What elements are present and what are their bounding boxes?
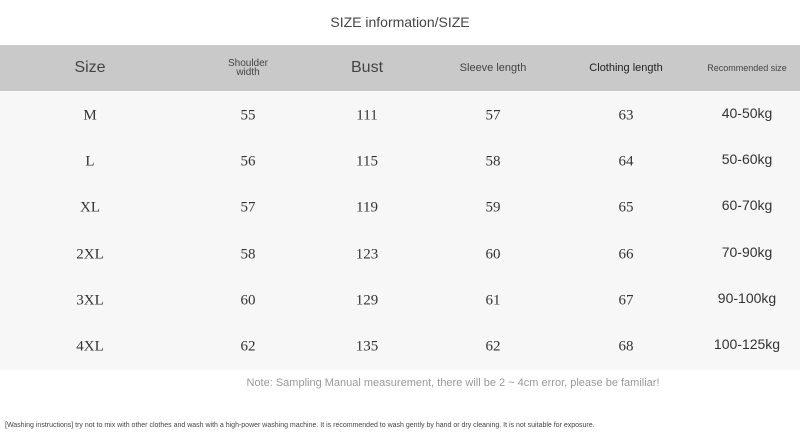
table-cell: 115 xyxy=(356,153,378,170)
table-header: Size Shoulder width Bust Sleeve length Cloth… xyxy=(0,45,800,91)
table-cell: 119 xyxy=(356,199,378,216)
table-cell: 68 xyxy=(618,338,634,355)
table-cell: 123 xyxy=(355,246,379,263)
table-cell: 70-90kg xyxy=(721,243,773,260)
table-cell: 40-50kg xyxy=(721,105,773,121)
header-cell: Size xyxy=(74,59,106,76)
table-cell: 50-60kg xyxy=(721,151,773,168)
table-cell: 61 xyxy=(485,292,501,309)
table-cell: 60 xyxy=(240,292,256,309)
washing-instructions: [Washing instructions] try not to mix wi… xyxy=(5,422,595,429)
table-cell: 3XL xyxy=(76,292,104,309)
table-cell: 55 xyxy=(240,107,256,124)
table-cell: 63 xyxy=(618,107,634,124)
table-cell: 129 xyxy=(355,292,379,309)
table-cell: 57 xyxy=(485,107,501,124)
table-cell: 58 xyxy=(485,153,501,170)
table-cell: L xyxy=(85,153,95,170)
table-cell: M xyxy=(83,107,97,124)
table-cell: 59 xyxy=(485,199,501,216)
table-cell: 56 xyxy=(240,153,256,170)
header-cell: Shoulder width xyxy=(227,58,269,78)
header-cell: Recommended size xyxy=(707,63,787,73)
table-cell: 62 xyxy=(240,338,256,355)
title: SIZE information/SIZE xyxy=(330,14,470,30)
table-cell: 65 xyxy=(618,199,634,216)
header-cell: Sleeve length xyxy=(459,62,527,74)
table-cell: 100-125kg xyxy=(713,336,781,352)
table-cell: 67 xyxy=(618,292,634,309)
note: Note: Sampling Manual measurement, there… xyxy=(246,377,660,389)
table-cell: 60 xyxy=(485,246,501,263)
table-cell: 58 xyxy=(240,246,256,263)
table-cell: 4XL xyxy=(76,338,104,355)
table-cell: XL xyxy=(80,199,100,216)
header-cell: Clothing length xyxy=(589,62,663,74)
table-cell: 64 xyxy=(618,153,634,170)
table-cell: 62 xyxy=(485,338,501,355)
table-cell: 60-70kg xyxy=(721,197,773,214)
header-cell: Bust xyxy=(350,59,384,76)
table-cell: 66 xyxy=(618,246,634,263)
table-cell: 111 xyxy=(356,107,378,124)
table-cell: 135 xyxy=(355,338,379,355)
table-cell: 90-100kg xyxy=(717,289,777,306)
table-cell: 57 xyxy=(240,199,256,216)
table-cell: 2XL xyxy=(76,246,104,263)
table-body: M 55 111 57 63 40-50kg L 56 115 58 64 50-60kg XL 57 11… xyxy=(0,91,800,370)
